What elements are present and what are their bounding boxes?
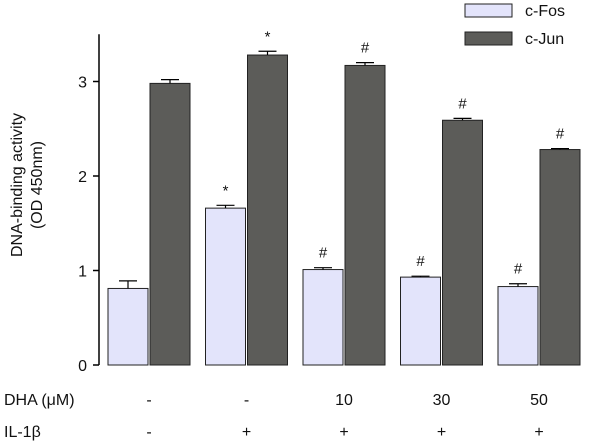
condition-row-label: IL-1β (4, 424, 41, 441)
significance-marker: # (514, 261, 523, 278)
significance-marker: # (319, 245, 328, 262)
bar-c-jun-4 (442, 119, 483, 366)
bar-c-fos-1 (107, 287, 149, 366)
bar-c-jun-2 (247, 54, 288, 366)
y-axis-label-line-2: (OD 450nm) (29, 141, 46, 229)
legend-label-c-jun: c-Jun (525, 31, 564, 48)
condition-value: 10 (335, 392, 353, 409)
condition-value: - (244, 392, 249, 409)
condition-table: DHA (μM) - - 10 30 50 IL-1β - + + + + (4, 392, 548, 441)
plot-area: 0 1 2 3 * * # # # # # # (78, 28, 581, 375)
y-tick-label: 0 (78, 358, 87, 375)
legend-swatch-c-jun (464, 31, 513, 46)
y-tick-label: 3 (78, 75, 87, 92)
bar-c-fos-4 (400, 276, 441, 366)
significance-marker: * (265, 28, 271, 45)
significance-marker: * (223, 182, 229, 199)
bar-c-jun-3 (344, 64, 386, 366)
condition-row-label: DHA (μM) (4, 392, 75, 409)
condition-value: + (437, 424, 446, 441)
bar-c-fos-3 (302, 269, 344, 366)
legend: c-Fos c-Jun (464, 3, 565, 48)
bar-c-jun-1 (149, 82, 191, 366)
significance-marker: # (361, 40, 370, 57)
significance-marker: # (416, 253, 425, 270)
condition-value: 50 (530, 392, 548, 409)
y-axis-label: DNA-binding activity (OD 450nm) (9, 113, 46, 257)
y-axis-label-line-1: DNA-binding activity (9, 113, 26, 257)
condition-value: 30 (433, 392, 451, 409)
condition-value: + (339, 424, 348, 441)
condition-value: - (146, 424, 151, 441)
condition-value: + (242, 424, 251, 441)
bar-c-fos-5 (497, 286, 539, 366)
significance-marker: # (556, 126, 565, 143)
y-tick-label: 2 (78, 169, 87, 186)
y-tick-label: 1 (78, 264, 87, 281)
legend-label-c-fos: c-Fos (525, 3, 565, 20)
bar-c-fos-2 (205, 207, 246, 366)
condition-value: + (534, 424, 543, 441)
condition-value: - (146, 392, 151, 409)
legend-swatch-c-fos (464, 3, 513, 18)
significance-marker: # (458, 95, 467, 112)
bar-c-jun-5 (539, 149, 581, 366)
